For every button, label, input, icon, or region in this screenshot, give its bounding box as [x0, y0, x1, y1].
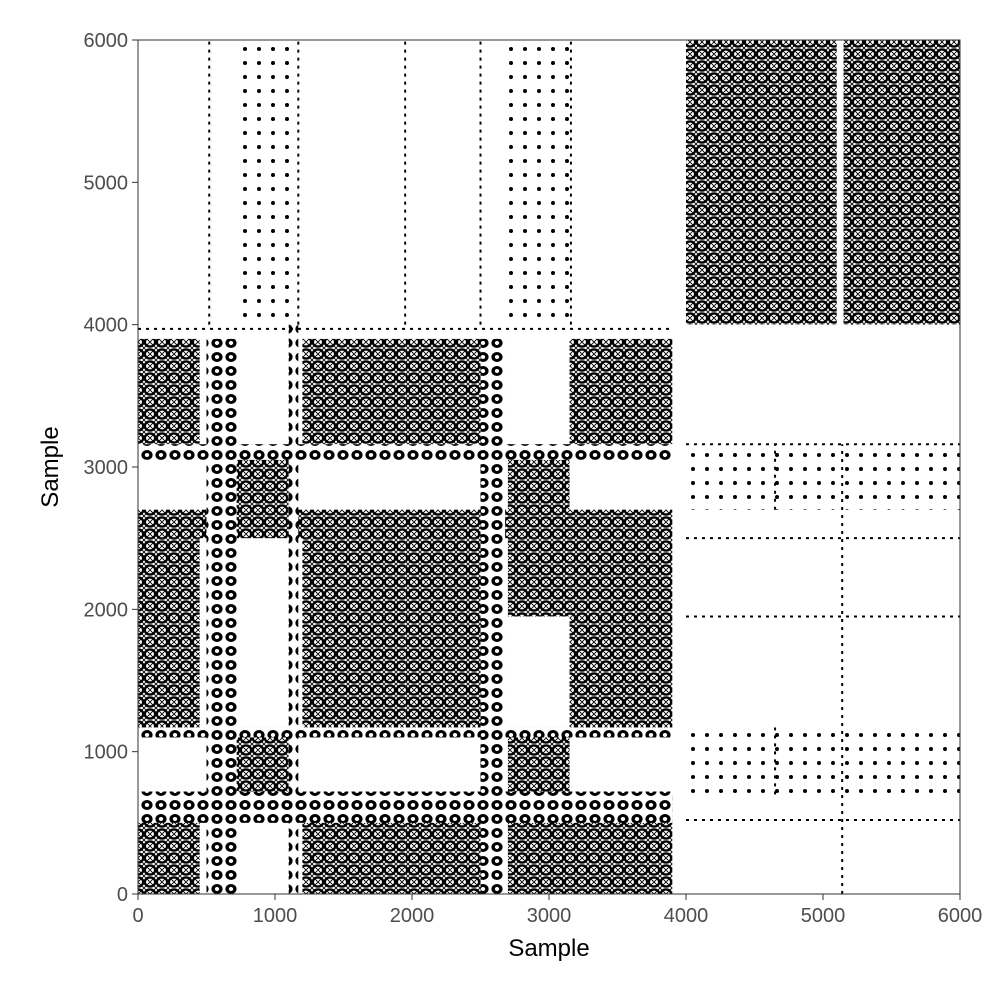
dense-recurrence-region: [775, 232, 837, 325]
dense-recurrence-region: [843, 162, 960, 233]
dense-recurrence-region: [138, 538, 200, 617]
recurrence-lines: [138, 40, 960, 894]
y-tick-label: 3000: [84, 457, 129, 479]
recurrence-band: [138, 444, 673, 460]
dense-recurrence-region: [302, 616, 406, 728]
dense-recurrence-region: [405, 338, 481, 445]
y-axis-title: Sample: [37, 426, 64, 507]
x-tick-label: 5000: [801, 905, 846, 927]
dense-recurrence-region: [686, 232, 776, 325]
recurrence-regions: [138, 40, 960, 895]
dense-recurrence-region: [507, 538, 570, 617]
dense-recurrence-region: [405, 538, 481, 617]
dense-recurrence-region: [302, 538, 406, 617]
y-tick-label: 4000: [84, 315, 129, 337]
x-tick-label: 0: [132, 905, 143, 927]
y-tick-label: 1000: [84, 742, 129, 764]
sparse-recurrence-region: [686, 727, 960, 795]
dense-recurrence-region: [843, 40, 960, 163]
recurrence-band: [138, 791, 673, 823]
x-tick-label: 1000: [253, 905, 298, 927]
sparse-recurrence-region: [233, 40, 299, 325]
y-tick-label: 6000: [84, 30, 129, 52]
recurrence-band: [288, 324, 299, 895]
y-tick-label: 0: [117, 884, 128, 906]
sparse-recurrence-region: [686, 444, 960, 510]
x-tick-label: 4000: [664, 905, 709, 927]
dense-recurrence-region: [569, 538, 673, 617]
dense-recurrence-region: [138, 616, 200, 728]
x-tick-label: 3000: [527, 905, 572, 927]
y-tick-label: 5000: [84, 172, 129, 194]
dense-recurrence-region: [138, 338, 200, 445]
x-axis-title: Sample: [508, 935, 589, 962]
y-tick-label: 2000: [84, 599, 129, 621]
dense-recurrence-region: [686, 162, 776, 233]
dense-recurrence-region: [569, 338, 673, 445]
dense-recurrence-region: [843, 232, 960, 325]
dense-recurrence-region: [302, 338, 406, 445]
dense-recurrence-region: [569, 616, 673, 728]
sparse-recurrence-region: [505, 40, 571, 325]
dense-recurrence-region: [405, 616, 481, 728]
recurrence-band: [138, 727, 673, 738]
dense-recurrence-region: [686, 40, 776, 163]
y-axis: 0 1000 2000 3000 4000 5000 6000: [84, 30, 138, 906]
x-tick-label: 2000: [390, 905, 435, 927]
dense-recurrence-region: [775, 162, 837, 233]
dense-recurrence-region: [775, 40, 837, 163]
x-tick-label: 6000: [938, 905, 983, 927]
dense-recurrence-region: [233, 727, 289, 795]
x-axis: 0 1000 2000 3000 4000 5000 6000: [132, 894, 982, 927]
